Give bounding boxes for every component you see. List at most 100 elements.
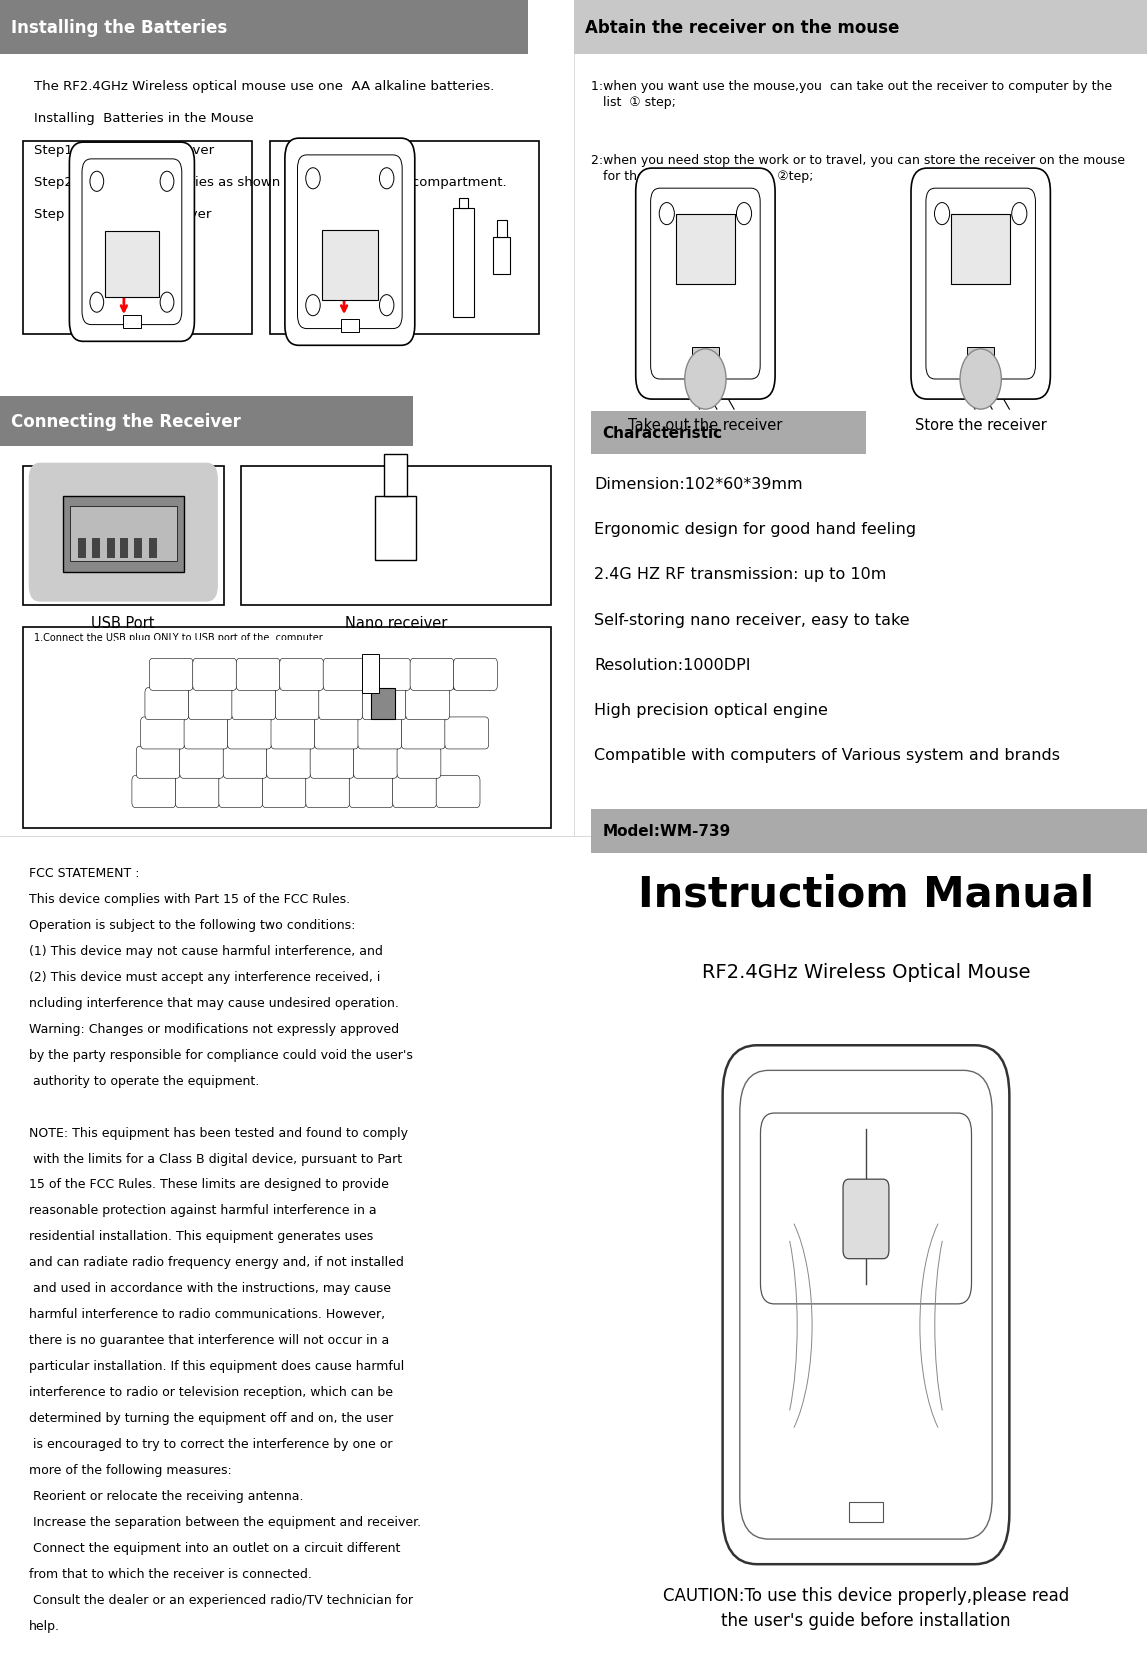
Text: Step 3.Replace back cover: Step 3.Replace back cover (34, 207, 212, 221)
Text: Dimension:102*60*39mm: Dimension:102*60*39mm (594, 477, 803, 492)
Circle shape (380, 169, 393, 189)
Text: Installing  Batteries in the Mouse: Installing Batteries in the Mouse (34, 112, 255, 125)
Circle shape (89, 293, 103, 313)
Bar (362, 654, 379, 693)
FancyBboxPatch shape (83, 161, 182, 326)
Bar (0, 397, 413, 447)
Text: from that to which the receiver is connected.: from that to which the receiver is conne… (29, 1566, 312, 1579)
Bar (70, 507, 177, 562)
Circle shape (306, 296, 320, 316)
Text: by the party responsible for compliance could void the user's: by the party responsible for compliance … (29, 1047, 413, 1061)
FancyBboxPatch shape (70, 144, 195, 343)
Bar (92, 539, 100, 559)
Bar (341, 320, 359, 333)
FancyBboxPatch shape (353, 746, 397, 780)
Text: Resolution:1000DPI: Resolution:1000DPI (594, 657, 750, 673)
Bar (676, 214, 735, 284)
Text: Abtain the receiver on the mouse: Abtain the receiver on the mouse (585, 18, 899, 37)
Circle shape (380, 296, 393, 316)
Text: NOTE: This equipment has been tested and found to comply: NOTE: This equipment has been tested and… (29, 1126, 407, 1139)
FancyBboxPatch shape (926, 189, 1036, 380)
Text: CAUTION:To use this device properly,please read
the user's guide before installa: CAUTION:To use this device properly,plea… (663, 1586, 1069, 1630)
FancyBboxPatch shape (280, 659, 323, 691)
Bar (120, 539, 128, 559)
Bar (78, 539, 86, 559)
Text: determined by turning the equipment off and on, the user: determined by turning the equipment off … (29, 1412, 393, 1424)
Text: interference to radio or television reception, which can be: interference to radio or television rece… (29, 1385, 392, 1399)
Circle shape (161, 293, 174, 313)
Text: 15 of the FCC Rules. These limits are designed to provide: 15 of the FCC Rules. These limits are de… (29, 1178, 389, 1191)
Text: is encouraged to try to correct the interference by one or: is encouraged to try to correct the inte… (29, 1437, 392, 1450)
Text: Self-storing nano receiver, easy to take: Self-storing nano receiver, easy to take (594, 612, 910, 627)
Text: Compatible with computers of Various system and brands: Compatible with computers of Various sys… (594, 748, 1060, 763)
Text: 1.Connect the USB plug ONLY to USB port of the  computer: 1.Connect the USB plug ONLY to USB port … (34, 632, 323, 642)
Circle shape (685, 350, 726, 410)
Text: Connecting the Receiver: Connecting the Receiver (11, 413, 241, 430)
Text: | |: | | (392, 465, 399, 472)
FancyBboxPatch shape (236, 659, 280, 691)
Bar (0, 0, 528, 55)
Text: ncluding interference that may cause undesired operation.: ncluding interference that may cause und… (29, 997, 398, 1009)
Text: particular installation. If this equipment does cause harmful: particular installation. If this equipme… (29, 1358, 404, 1372)
Text: RF2.4GHz Wireless Optical Mouse: RF2.4GHz Wireless Optical Mouse (702, 962, 1030, 980)
FancyBboxPatch shape (349, 776, 393, 808)
FancyBboxPatch shape (136, 746, 180, 780)
Text: 1:when you want use the mouse,you  can take out the receiver to computer by the
: 1:when you want use the mouse,you can ta… (591, 80, 1111, 109)
FancyBboxPatch shape (306, 776, 350, 808)
FancyBboxPatch shape (29, 463, 218, 602)
Bar (967, 348, 994, 368)
Bar (497, 221, 507, 238)
FancyBboxPatch shape (224, 746, 267, 780)
FancyBboxPatch shape (149, 659, 193, 691)
FancyBboxPatch shape (401, 718, 445, 750)
Bar (123, 315, 141, 328)
FancyBboxPatch shape (266, 746, 311, 780)
Circle shape (1012, 204, 1027, 226)
FancyBboxPatch shape (436, 776, 479, 808)
FancyBboxPatch shape (180, 746, 224, 780)
Circle shape (161, 172, 174, 192)
FancyBboxPatch shape (175, 776, 219, 808)
Bar (115, 641, 528, 816)
Bar (849, 1502, 883, 1522)
Bar (63, 497, 184, 572)
FancyBboxPatch shape (232, 688, 275, 719)
Text: This device complies with Part 15 of the FCC Rules.: This device complies with Part 15 of the… (29, 893, 350, 905)
Text: Store the receiver: Store the receiver (915, 418, 1046, 433)
Text: with the limits for a Class B digital device, pursuant to Part: with the limits for a Class B digital de… (29, 1151, 401, 1164)
Text: Installing the Batteries: Installing the Batteries (11, 18, 228, 37)
Text: Instructiom Manual: Instructiom Manual (638, 873, 1094, 915)
Bar (574, 0, 1147, 55)
Text: harmful interference to radio communications. However,: harmful interference to radio communicat… (29, 1308, 384, 1320)
FancyBboxPatch shape (314, 718, 358, 750)
Bar (453, 209, 474, 318)
Bar (591, 810, 1147, 853)
FancyBboxPatch shape (650, 189, 760, 380)
Bar (149, 539, 157, 559)
Text: 2.4G HZ RF transmission: up to 10m: 2.4G HZ RF transmission: up to 10m (594, 567, 887, 582)
Bar (241, 467, 551, 606)
Bar (459, 199, 468, 209)
FancyBboxPatch shape (141, 718, 185, 750)
FancyBboxPatch shape (132, 776, 175, 808)
FancyBboxPatch shape (392, 776, 437, 808)
Bar (107, 539, 115, 559)
Text: residential installation. This equipment generates uses: residential installation. This equipment… (29, 1230, 373, 1243)
Bar (493, 238, 510, 274)
FancyBboxPatch shape (445, 718, 489, 750)
Text: High precision optical engine: High precision optical engine (594, 703, 828, 718)
Bar (23, 142, 252, 335)
Circle shape (306, 169, 320, 189)
Text: and used in accordance with the instructions, may cause: and used in accordance with the instruct… (29, 1282, 391, 1295)
FancyBboxPatch shape (323, 659, 367, 691)
Bar (375, 497, 416, 560)
Bar (106, 231, 158, 298)
Text: Reorient or relocate the receiving antenna.: Reorient or relocate the receiving anten… (29, 1489, 303, 1502)
FancyBboxPatch shape (319, 688, 362, 719)
Text: Step1 open the back cover: Step1 open the back cover (34, 144, 214, 157)
Bar (23, 627, 551, 828)
Text: (2) This device must accept any interference received, i: (2) This device must accept any interfer… (29, 970, 380, 984)
Bar (134, 539, 142, 559)
Circle shape (89, 172, 103, 192)
Text: and can radiate radio frequency energy and, if not installed: and can radiate radio frequency energy a… (29, 1255, 404, 1268)
